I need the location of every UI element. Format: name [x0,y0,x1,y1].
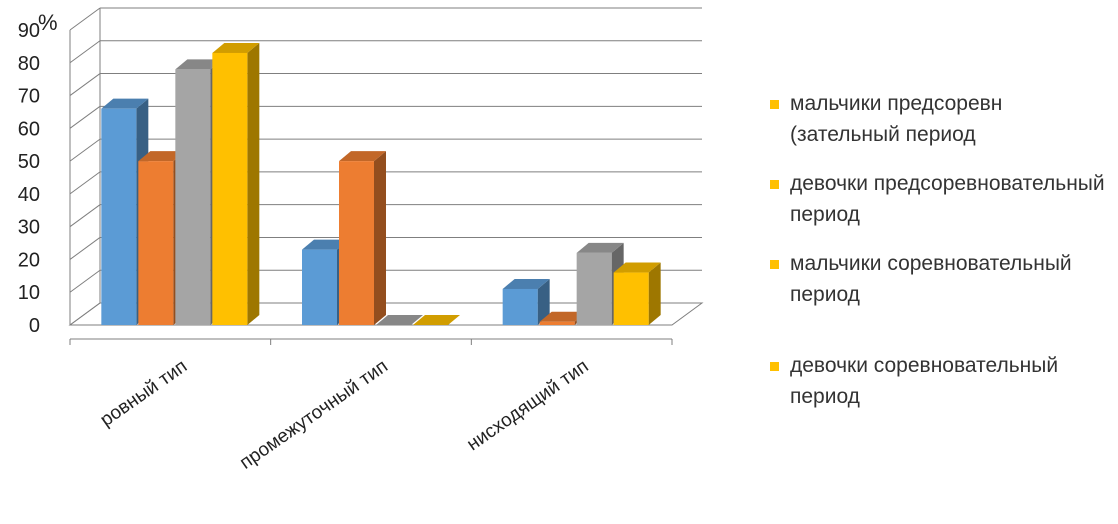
bar [576,242,624,325]
gridline-depth [69,7,101,31]
y-tick-label: 50 [18,151,40,173]
bar-top [138,151,186,162]
legend-label: мальчики предсоревн (зательный период [790,92,1003,146]
axes [68,8,704,345]
bar-front [339,161,374,325]
bar-front [613,272,649,325]
bar [339,151,386,325]
legend-item: мальчики предсоревн (зательный период [766,88,1116,150]
bar [376,315,423,325]
gridline-depth [69,269,101,293]
y-tick-label: 30 [18,217,40,239]
bar-front [138,161,174,325]
y-tick-label: 0 [29,315,40,337]
bar-top [339,151,386,162]
legend-label: девочки соревновательный период [790,354,1059,408]
legend-swatch [770,362,779,371]
x-tick-label: нисходящий тип [463,356,592,455]
legend-item: девочки предсоревновательный период [766,168,1116,230]
gridline-depth [69,171,101,195]
bar-top [175,59,223,70]
y-tick-label: 80 [18,53,40,75]
gridline-depth [69,105,101,129]
legend-swatch [770,260,779,269]
y-tick-label: 40 [18,184,40,206]
bar-front [539,321,575,325]
legend-label: девочки предсоревновательный период [790,172,1105,226]
chart-floor [68,302,704,326]
bar [502,278,550,325]
gridline-depth [69,73,101,96]
y-tick-label: 10 [18,282,40,304]
bar [212,42,260,325]
bar-top [101,98,149,109]
bar-top [302,239,349,250]
gridline-depth [69,237,101,260]
bar-side [247,42,260,325]
bar-front [101,108,137,326]
legend-swatch [770,180,779,189]
bar [613,262,661,325]
bar [413,315,460,325]
x-tick-label: промежуточный тип [236,356,392,474]
legend-item: мальчики соревновательный период [766,248,1116,310]
y-tick-label: 70 [18,86,40,108]
legend: мальчики предсоревн (зательный период дев… [766,88,1116,412]
bar-front [212,52,248,325]
bar-top [502,278,550,289]
gridline-depth [69,204,101,228]
bar-side [537,278,550,325]
bar-side [374,151,386,325]
bar-front [302,249,337,325]
legend-swatch [770,100,779,109]
bar-top [539,311,587,322]
y-tick-label: 60 [18,118,40,140]
y-tick-label: 90 [18,20,40,42]
y-tick-label: 20 [18,249,40,271]
x-tick-label: ровный тип [97,356,192,431]
y-axis-label: % [38,10,58,35]
legend-item: девочки соревновательный период [766,350,1116,412]
bar-top [613,262,661,273]
bar-front [502,288,538,325]
bars [101,42,661,326]
legend-label: мальчики соревновательный период [790,252,1072,306]
gridline-depth [69,40,101,64]
bar-top [576,242,624,253]
gridline-depth [69,138,101,162]
bar-chart: 0 10 20 30 40 50 60 70 80 90 ровный тип промежуточн… [18,7,704,474]
bar-side [648,262,661,325]
bar-front [175,69,211,325]
bar-top [376,315,423,325]
bar-top [413,315,460,325]
bar-front [576,252,612,325]
bar-top [212,42,260,53]
